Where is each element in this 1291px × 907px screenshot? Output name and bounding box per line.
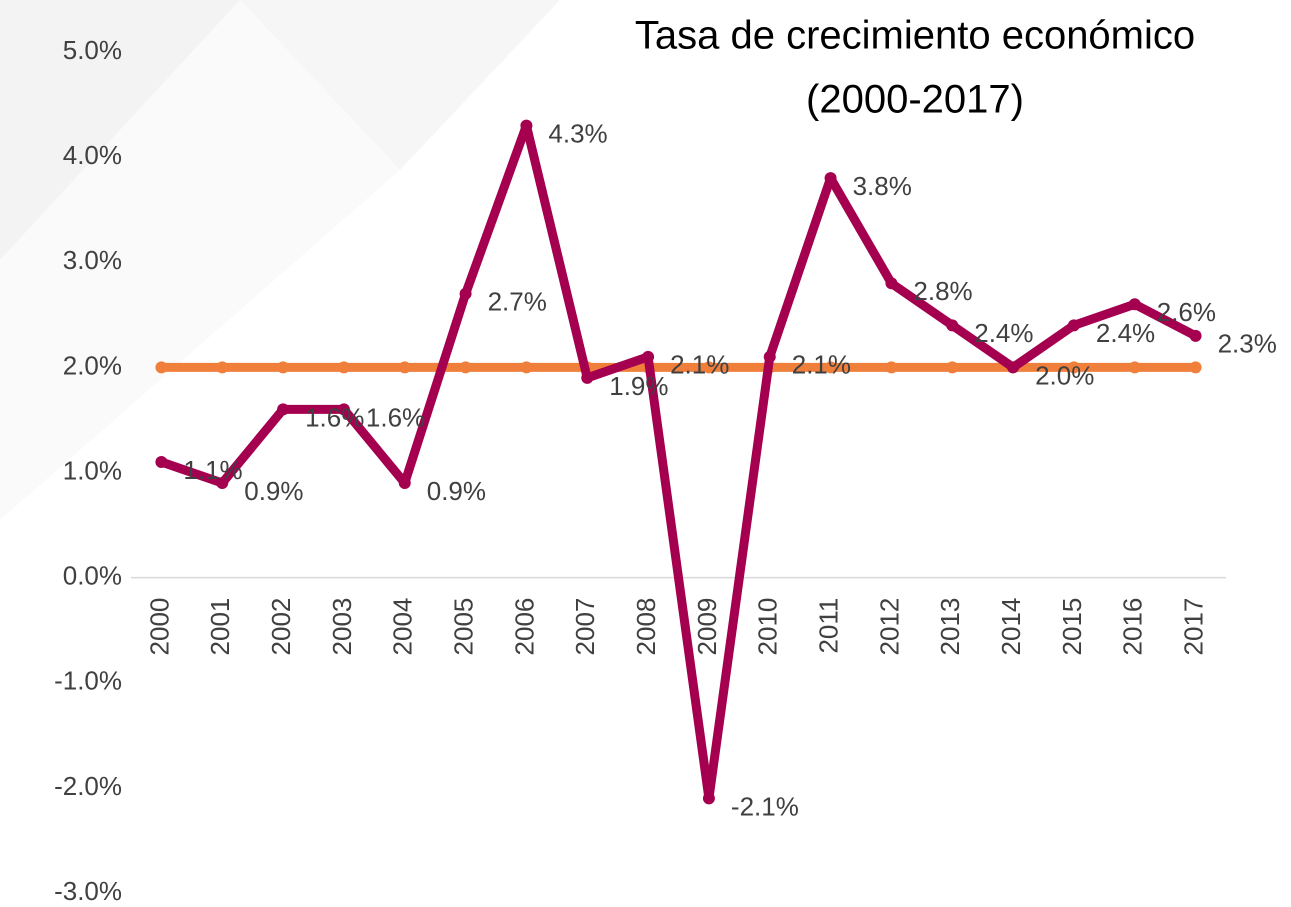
x-tick-label: 2006 bbox=[509, 598, 539, 656]
background-decoration bbox=[0, 0, 400, 520]
x-tick-label: 2003 bbox=[327, 598, 357, 656]
marker bbox=[459, 361, 472, 374]
data-label: 0.9% bbox=[427, 476, 486, 506]
y-tick-label: 4.0% bbox=[63, 140, 122, 170]
data-label: 1.6% bbox=[366, 402, 425, 432]
marker bbox=[1067, 361, 1080, 374]
data-label: 2.1% bbox=[792, 350, 851, 380]
x-tick-label: 2015 bbox=[1057, 598, 1087, 656]
marker bbox=[885, 361, 898, 374]
x-tick-label: 2008 bbox=[631, 598, 661, 656]
marker bbox=[702, 792, 715, 805]
marker bbox=[763, 350, 776, 363]
data-label: 2.4% bbox=[1096, 318, 1155, 348]
y-tick-label: 5.0% bbox=[63, 35, 122, 65]
marker bbox=[520, 119, 533, 132]
marker bbox=[155, 455, 168, 468]
data-label: 4.3% bbox=[548, 118, 607, 148]
x-tick-label: 2009 bbox=[692, 598, 722, 656]
marker bbox=[1189, 329, 1202, 342]
marker bbox=[642, 350, 655, 363]
marker bbox=[277, 361, 290, 374]
x-tick-label: 2000 bbox=[144, 598, 174, 656]
y-tick-label: 3.0% bbox=[63, 245, 122, 275]
x-tick-label: 2016 bbox=[1118, 598, 1148, 656]
data-label: 2.8% bbox=[913, 276, 972, 306]
x-tick-label: 2004 bbox=[388, 598, 418, 656]
y-tick-label: -2.0% bbox=[54, 771, 122, 801]
x-tick-label: 2001 bbox=[205, 598, 235, 656]
x-tick-label: 2012 bbox=[874, 598, 904, 656]
y-tick-label: -3.0% bbox=[54, 876, 122, 906]
marker bbox=[398, 477, 411, 490]
x-tick-label: 2010 bbox=[753, 598, 783, 656]
data-label: 0.9% bbox=[244, 476, 303, 506]
marker bbox=[1128, 361, 1141, 374]
data-label: 2.4% bbox=[974, 318, 1033, 348]
data-label: 2.6% bbox=[1157, 297, 1216, 327]
x-tick-label: 2014 bbox=[996, 598, 1026, 656]
x-tick-label: 2013 bbox=[935, 598, 965, 656]
data-label: -2.1% bbox=[731, 791, 799, 821]
marker bbox=[337, 361, 350, 374]
x-tick-label: 2007 bbox=[570, 598, 600, 656]
marker bbox=[1007, 361, 1020, 374]
data-label: 1.9% bbox=[609, 371, 668, 401]
marker bbox=[1067, 319, 1080, 332]
data-label: 2.0% bbox=[1035, 360, 1094, 390]
marker bbox=[581, 371, 594, 384]
marker bbox=[946, 361, 959, 374]
marker bbox=[885, 277, 898, 290]
marker bbox=[216, 361, 229, 374]
x-tick-label: 2011 bbox=[813, 598, 843, 654]
marker bbox=[702, 361, 715, 374]
marker bbox=[155, 361, 168, 374]
marker bbox=[398, 361, 411, 374]
marker bbox=[824, 361, 837, 374]
x-tick-label: 2002 bbox=[266, 598, 296, 656]
y-tick-label: 2.0% bbox=[63, 350, 122, 380]
data-label: 2.1% bbox=[670, 350, 729, 380]
marker bbox=[337, 403, 350, 416]
marker bbox=[459, 287, 472, 300]
data-label: 2.3% bbox=[1218, 329, 1277, 359]
marker bbox=[216, 477, 229, 490]
background-decoration bbox=[240, 0, 560, 170]
marker bbox=[946, 319, 959, 332]
marker bbox=[824, 172, 837, 185]
y-tick-label: 0.0% bbox=[63, 561, 122, 591]
marker bbox=[1128, 298, 1141, 311]
chart-title: (2000-2017) bbox=[806, 78, 1024, 122]
line bbox=[159, 121, 1198, 803]
chart-title: Tasa de crecimiento económico bbox=[635, 14, 1195, 58]
marker bbox=[277, 403, 290, 416]
x-tick-label: 2005 bbox=[448, 598, 478, 656]
y-tick-label: -1.0% bbox=[54, 666, 122, 696]
data-label: 3.8% bbox=[853, 171, 912, 201]
x-tick-label: 2017 bbox=[1178, 598, 1208, 656]
y-tick-label: 1.0% bbox=[63, 455, 122, 485]
data-label: 2.7% bbox=[488, 287, 547, 317]
marker bbox=[520, 361, 533, 374]
data-label: 1.6% bbox=[305, 402, 364, 432]
data-label: 1.1% bbox=[183, 455, 242, 485]
marker bbox=[1189, 361, 1202, 374]
